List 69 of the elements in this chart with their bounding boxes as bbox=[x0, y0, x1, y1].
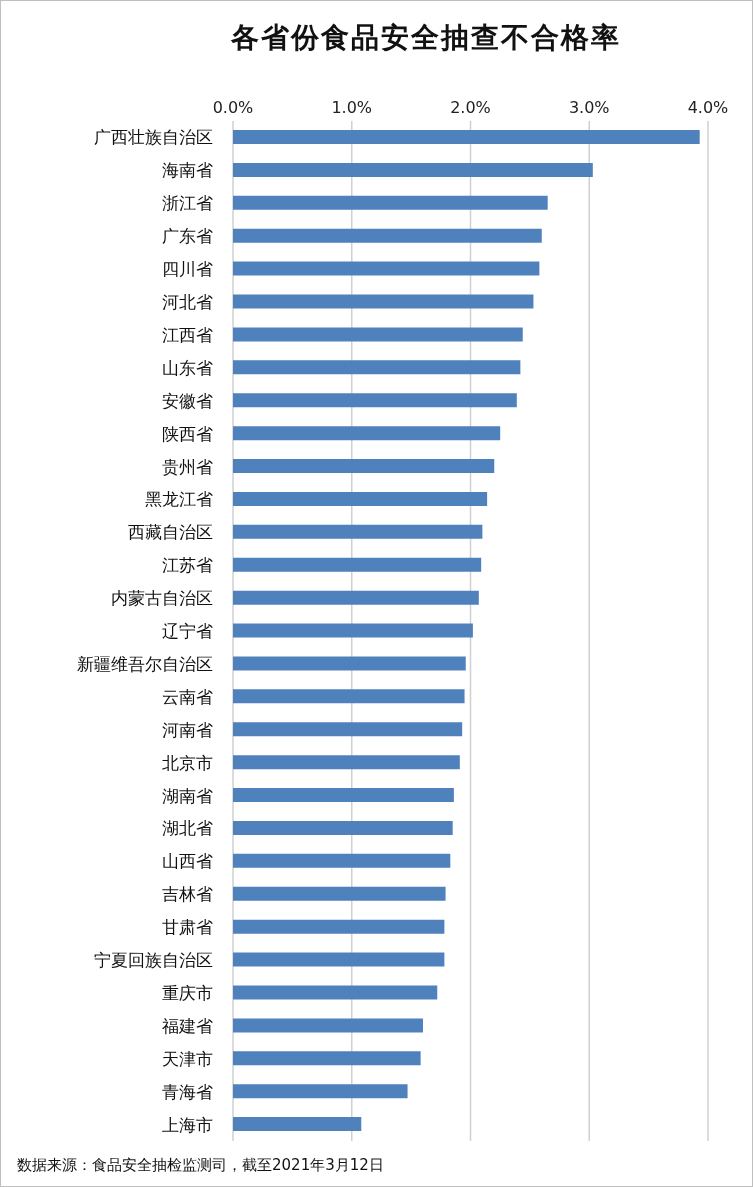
bar bbox=[233, 985, 438, 1000]
bar bbox=[233, 195, 548, 210]
y-tick-label: 山东省 bbox=[162, 357, 213, 378]
y-tick-label: 吉林省 bbox=[162, 884, 213, 905]
bar bbox=[233, 919, 445, 934]
y-tick-label: 甘肃省 bbox=[162, 917, 213, 938]
y-tick-label: 内蒙古自治区 bbox=[111, 588, 213, 609]
y-tick-label: 浙江省 bbox=[162, 193, 213, 214]
y-tick-label: 云南省 bbox=[162, 686, 213, 707]
bar bbox=[233, 755, 460, 770]
bar bbox=[233, 1051, 421, 1066]
y-tick-label: 广西壮族自治区 bbox=[94, 127, 213, 148]
y-tick-label: 河南省 bbox=[162, 719, 213, 740]
y-tick-label: 河北省 bbox=[162, 292, 213, 312]
bar bbox=[233, 952, 445, 967]
y-tick-label: 黑龙江省 bbox=[145, 489, 213, 510]
y-tick-label: 天津市 bbox=[162, 1048, 213, 1069]
y-tick-label: 上海市 bbox=[162, 1114, 213, 1135]
y-tick-label: 广东省 bbox=[162, 226, 213, 247]
source-note: 数据来源：食品安全抽检监测司，截至2021年3月12日 bbox=[17, 1156, 384, 1175]
bar bbox=[233, 886, 446, 901]
bar bbox=[233, 426, 501, 441]
bar bbox=[233, 689, 465, 704]
y-tick-label: 山西省 bbox=[162, 851, 213, 872]
bar bbox=[233, 557, 482, 572]
bar bbox=[233, 491, 488, 506]
x-tick-label: 2.0% bbox=[450, 98, 491, 117]
bar bbox=[233, 1117, 362, 1132]
bar bbox=[233, 788, 454, 803]
x-tick-label: 0.0% bbox=[212, 98, 254, 117]
x-tick-label: 1.0% bbox=[331, 98, 373, 117]
y-tick-label: 宁夏回族自治区 bbox=[94, 950, 213, 971]
y-tick-label: 北京市 bbox=[162, 752, 213, 773]
y-tick-label: 新疆维吾尔自治区 bbox=[77, 653, 213, 674]
x-tick-label: 4.0% bbox=[687, 98, 729, 117]
bar bbox=[233, 1018, 423, 1033]
bar bbox=[233, 393, 517, 408]
bar bbox=[233, 360, 521, 375]
bar bbox=[233, 294, 534, 309]
y-tick-label: 辽宁省 bbox=[162, 621, 213, 642]
y-tick-label: 西藏自治区 bbox=[128, 522, 213, 543]
bar bbox=[233, 261, 540, 276]
y-tick-label: 海南省 bbox=[162, 160, 213, 181]
bar bbox=[233, 130, 700, 144]
y-tick-label: 陕西省 bbox=[162, 423, 213, 444]
y-tick-label: 贵州省 bbox=[162, 456, 213, 477]
y-tick-label: 湖南省 bbox=[162, 785, 213, 806]
chart-title: 各省份食品安全抽查不合格率 bbox=[231, 20, 622, 56]
bar bbox=[233, 228, 542, 243]
bar bbox=[233, 853, 451, 868]
bar bbox=[233, 162, 593, 177]
y-tick-label: 青海省 bbox=[162, 1081, 213, 1102]
bar bbox=[233, 656, 466, 671]
y-tick-label: 江苏省 bbox=[162, 555, 213, 576]
bar bbox=[233, 820, 453, 835]
bar bbox=[233, 524, 483, 539]
y-tick-label: 福建省 bbox=[162, 1015, 213, 1036]
bar bbox=[233, 327, 523, 342]
bar bbox=[233, 590, 479, 605]
y-tick-label: 江西省 bbox=[162, 324, 213, 345]
x-tick-label: 3.0% bbox=[568, 98, 610, 117]
bar bbox=[233, 623, 473, 638]
bar bbox=[233, 1084, 408, 1099]
bar bbox=[233, 459, 495, 474]
y-tick-label: 安徽省 bbox=[162, 390, 213, 411]
y-tick-label: 湖北省 bbox=[162, 818, 213, 839]
y-tick-label: 重庆市 bbox=[162, 982, 213, 1003]
y-tick-label: 四川省 bbox=[162, 259, 213, 280]
bar bbox=[233, 722, 463, 737]
